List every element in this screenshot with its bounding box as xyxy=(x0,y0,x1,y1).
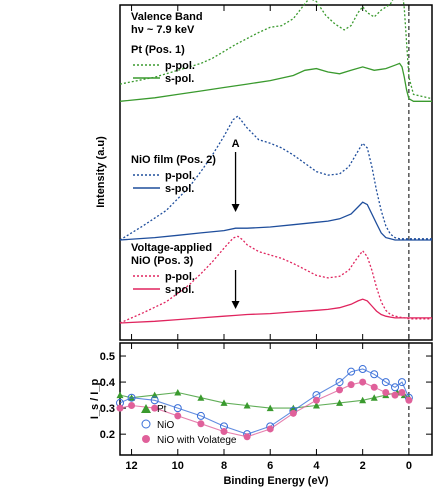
ratio-panel: 0.2 0.3 0.4 0.5 12 10 8 6 4 2 0 Pt NiO NiO with V… xyxy=(89,342,433,487)
peak-a-arrow-head xyxy=(231,204,240,212)
ratio-point-2-4 xyxy=(197,420,205,428)
ratio-point-1-11 xyxy=(347,367,356,376)
x-tick-label-5: 2 xyxy=(360,460,366,472)
ratio-point-0-7 xyxy=(266,404,274,412)
x-tick-label-2: 8 xyxy=(221,460,227,472)
group-3-label-line-2: NiO (Pos. 3) xyxy=(131,255,194,267)
legend-pt-marker xyxy=(141,404,151,413)
header-line-1: Valence Band xyxy=(131,11,203,23)
y-tick-label-0: 0.2 xyxy=(100,429,115,441)
ratio-point-1-16 xyxy=(397,378,406,387)
ratio-point-0-10 xyxy=(336,399,344,406)
pos3-arrow-head xyxy=(231,301,240,309)
group-3-s-pol-label: s-pol. xyxy=(165,284,194,296)
ratio-point-1-13 xyxy=(370,370,379,379)
ratio-point-1-10 xyxy=(335,378,344,387)
ratio-point-2-12 xyxy=(359,378,367,386)
ratio-point-2-15 xyxy=(391,391,399,399)
ratio-point-2-14 xyxy=(382,388,390,396)
group-1-s-pol-label: s-pol. xyxy=(165,73,194,85)
ratio-point-2-3 xyxy=(174,412,182,420)
ratio-point-0-12 xyxy=(370,394,378,401)
group-2-p-pol-label: p-pol. xyxy=(165,170,195,182)
header-line-2: hν ~ 7.9 keV xyxy=(131,24,195,36)
ratio-point-2-0 xyxy=(116,404,124,412)
legend-nio-marker xyxy=(141,419,151,429)
ratio-point-0-5 xyxy=(220,399,228,406)
ratio-point-2-8 xyxy=(289,409,297,417)
x-tick-label-3: 6 xyxy=(267,460,273,472)
x-tick-label-1: 10 xyxy=(172,460,184,472)
ratio-point-2-17 xyxy=(405,396,413,404)
top-panel-x-ticks xyxy=(131,5,410,340)
ratio-line-1 xyxy=(119,368,410,435)
curve-group-3-spol xyxy=(119,298,432,324)
bottom-panel-x-ticks: 12 10 8 6 4 2 0 xyxy=(125,343,412,472)
x-tick-label-6: 0 xyxy=(406,460,412,472)
ratio-point-1-3 xyxy=(173,404,182,413)
group-2-label: NiO film (Pos. 2) xyxy=(131,154,216,166)
ratio-point-2-11 xyxy=(347,381,355,389)
legend-nio-label: NiO xyxy=(157,420,174,431)
x-axis-title: Binding Energy (eV) xyxy=(223,475,328,487)
ratio-point-1-1 xyxy=(127,393,136,402)
top-y-axis-title: Intensity (a.u) xyxy=(95,136,107,208)
ratio-point-0-2 xyxy=(151,391,159,399)
ratio-point-2-5 xyxy=(220,428,228,436)
ratio-legend: Pt NiO NiO with Volatege xyxy=(141,404,237,446)
ratio-point-1-14 xyxy=(381,378,390,387)
ratio-point-2-1 xyxy=(128,402,136,410)
ratio-point-0-6 xyxy=(243,402,251,409)
ratio-point-1-15 xyxy=(391,383,400,392)
curve-group-2-ppol xyxy=(119,115,432,241)
bottom-y-axis-title: I_s / I_p xyxy=(89,379,101,420)
y-tick-label-2: 0.4 xyxy=(100,377,116,389)
ratio-point-1-12 xyxy=(358,365,367,374)
curve-group-3-ppol xyxy=(119,235,432,324)
bottom-panel-points xyxy=(116,365,413,441)
valence-band-panel: Valence Band hν ~ 7.9 keV Pt (Pos. 1) p-… xyxy=(95,0,433,341)
top-panel-curves xyxy=(119,0,433,324)
ratio-point-2-9 xyxy=(312,396,320,404)
group-2-s-pol-label: s-pol. xyxy=(165,183,194,195)
ratio-point-0-0 xyxy=(116,391,124,399)
legend-pt-label: Pt xyxy=(157,404,167,415)
ratio-point-2-16 xyxy=(398,388,406,396)
y-tick-label-1: 0.3 xyxy=(100,403,115,415)
ratio-point-0-4 xyxy=(197,394,205,401)
top-panel-frame xyxy=(119,4,433,341)
legend-nio-voltage-marker xyxy=(142,435,150,443)
ratio-point-2-13 xyxy=(370,383,378,391)
ratio-point-2-2 xyxy=(151,404,159,412)
ratio-point-0-11 xyxy=(359,396,367,404)
x-tick-label-4: 4 xyxy=(313,460,320,472)
y-tick-label-3: 0.5 xyxy=(100,351,115,363)
group-1-p-pol-label: p-pol. xyxy=(165,60,195,72)
group-3-p-pol-label: p-pol. xyxy=(165,271,195,283)
bottom-panel-y-ticks: 0.2 0.3 0.4 0.5 xyxy=(100,351,432,441)
ratio-point-0-3 xyxy=(174,388,182,396)
x-tick-label-0: 12 xyxy=(125,460,137,472)
ratio-point-1-4 xyxy=(196,411,205,420)
ratio-point-2-10 xyxy=(336,386,344,394)
ratio-point-2-7 xyxy=(266,425,274,433)
ratio-point-1-2 xyxy=(150,396,159,405)
ratio-point-0-9 xyxy=(312,402,320,409)
peak-a-annotation: A xyxy=(232,138,240,150)
ratio-point-2-6 xyxy=(243,433,251,441)
group-1-label: Pt (Pos. 1) xyxy=(131,44,185,56)
curve-group-1-spol xyxy=(119,62,432,102)
legend-nio-voltage-label: NiO with Volatege xyxy=(157,435,237,446)
curve-group-2-spol xyxy=(119,201,432,241)
group-3-label-line-1: Voltage-applied xyxy=(131,242,212,254)
